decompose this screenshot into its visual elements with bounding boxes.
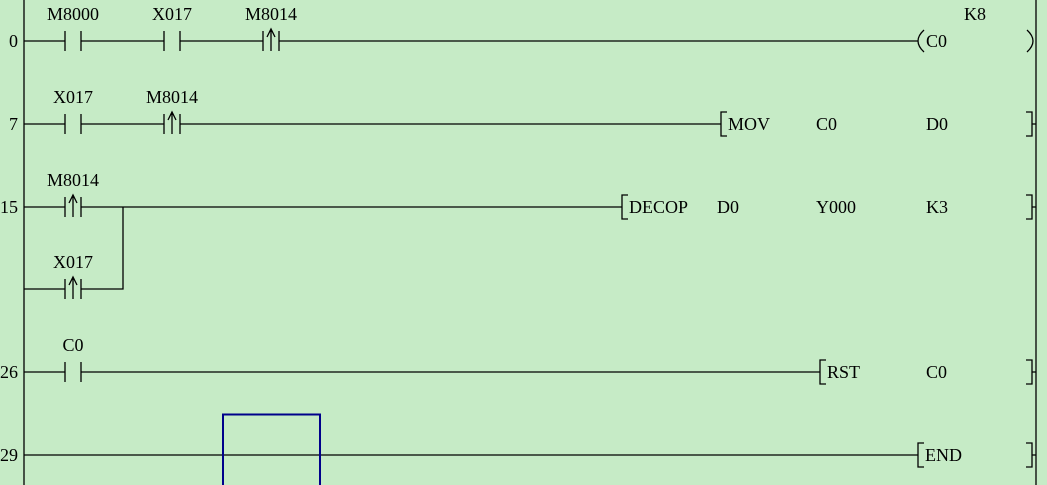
rung-15[interactable]: 15 M8014 X017 DECOP D0 Y000 K3 [0, 170, 1036, 299]
instruction-arg: K3 [926, 197, 948, 217]
instruction-op[interactable]: RST [827, 362, 860, 382]
contact-no-icon[interactable] [163, 31, 181, 51]
contact-label: X017 [152, 4, 192, 24]
contact-label: X017 [53, 252, 93, 272]
contact-label: M8000 [47, 4, 99, 24]
rung-7[interactable]: 7 X017 M8014 MOV C0 D0 [9, 87, 1036, 137]
rung-0[interactable]: 0 M8000 X017 M8014 C0 K8 [9, 4, 1034, 53]
instruction-op[interactable]: DECOP [629, 197, 688, 217]
coil-setting: K8 [964, 4, 986, 24]
contact-label: C0 [62, 335, 83, 355]
contact-no-icon[interactable] [64, 362, 82, 382]
instruction-open-bracket-icon [917, 442, 924, 468]
contact-label: M8014 [245, 4, 297, 24]
instruction-close-bracket-icon [1026, 111, 1036, 137]
contact-label: M8014 [47, 170, 99, 190]
instruction-arg: C0 [926, 362, 947, 382]
rising-edge-contact-icon[interactable] [262, 27, 280, 51]
instruction-open-bracket-icon [720, 111, 727, 137]
instruction-close-bracket-icon [1026, 194, 1036, 220]
step-number: 7 [9, 114, 18, 134]
coil-close-paren-icon [1026, 29, 1034, 53]
step-number: 29 [0, 445, 18, 465]
instruction-arg: C0 [816, 114, 837, 134]
wire [24, 206, 622, 290]
instruction-open-bracket-icon [621, 194, 628, 220]
coil-device[interactable]: C0 [926, 31, 947, 51]
instruction-open-bracket-icon [819, 359, 826, 385]
contact-no-icon[interactable] [64, 31, 82, 51]
contact-no-icon[interactable] [64, 114, 82, 134]
instruction-close-bracket-icon [1026, 442, 1036, 468]
contact-label: X017 [53, 87, 93, 107]
step-number: 15 [0, 197, 18, 217]
instruction-arg: D0 [926, 114, 948, 134]
edit-cursor[interactable] [222, 413, 321, 485]
instruction-arg: D0 [717, 197, 739, 217]
rising-edge-contact-icon[interactable] [64, 275, 82, 299]
rung-29[interactable]: 29 END [0, 442, 1036, 468]
step-number: 26 [0, 362, 18, 382]
instruction-close-bracket-icon [1026, 359, 1036, 385]
step-number: 0 [9, 31, 18, 51]
instruction-op[interactable]: MOV [728, 114, 770, 134]
coil-open-paren-icon [917, 29, 925, 53]
instruction-op[interactable]: END [925, 445, 962, 465]
rising-edge-contact-icon[interactable] [163, 110, 181, 134]
rung-26[interactable]: 26 C0 RST C0 [0, 335, 1036, 385]
rising-edge-contact-icon[interactable] [64, 193, 82, 217]
contact-label: M8014 [146, 87, 198, 107]
instruction-arg: Y000 [816, 197, 856, 217]
